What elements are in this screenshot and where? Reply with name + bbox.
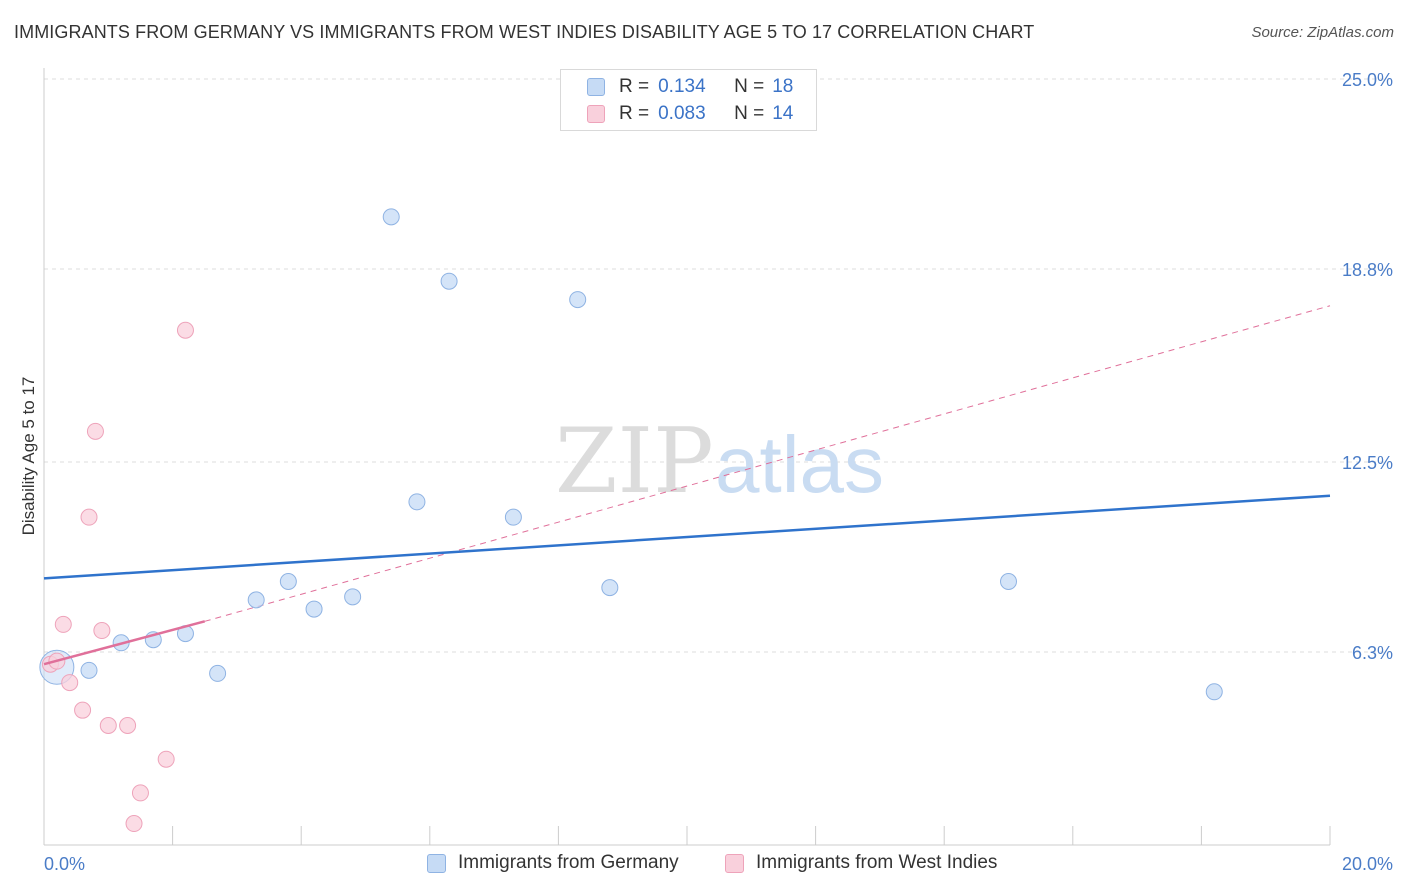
germany-point	[1205, 683, 1223, 701]
x-tick-label: 20.0%	[1342, 854, 1393, 874]
legend-r-label: R =	[619, 103, 650, 124]
westindies-point	[80, 508, 98, 526]
legend-row-westindies: R = 0.083 N = 14	[587, 102, 793, 126]
legend-n-label: N =	[734, 103, 765, 124]
germany-point	[1000, 572, 1017, 590]
trend-lines	[43, 305, 1331, 622]
watermark-atlas: atlas	[715, 420, 884, 509]
westindies-point	[176, 321, 194, 339]
data-points	[39, 208, 1223, 833]
westindies-trend-line	[43, 620, 206, 666]
y-tick-labels: 6.3% 12.5% 18.8% 25.0%	[1342, 70, 1393, 663]
legend-item-germany[interactable]: Immigrants from Germany	[427, 852, 679, 874]
westindies-point	[131, 784, 149, 802]
westindies-point	[125, 815, 143, 833]
westindies-point	[86, 422, 104, 440]
westindies-point	[54, 615, 72, 633]
germany-point	[601, 579, 619, 597]
germany-point	[209, 664, 227, 682]
westindies-legend-label: Immigrants from West Indies	[756, 852, 998, 873]
westindies-point	[93, 622, 111, 640]
watermark: ZIP atlas	[555, 409, 884, 514]
westindies-trend-extension	[204, 305, 1331, 622]
y-axis-label: Disability Age 5 to 17	[19, 377, 38, 536]
legend-r-label: R =	[619, 76, 650, 97]
germany-legend-label: Immigrants from Germany	[458, 852, 679, 873]
westindies-r-value: 0.083	[658, 103, 706, 124]
germany-point	[408, 493, 426, 511]
x-tick-labels: 0.0% 20.0%	[44, 854, 1393, 874]
germany-point	[80, 661, 98, 679]
germany-trend-line	[43, 494, 1331, 580]
germany-swatch	[587, 78, 605, 96]
germany-point	[279, 572, 297, 590]
grid-layer	[44, 78, 1390, 845]
y-tick-label: 25.0%	[1342, 70, 1393, 90]
westindies-legend-swatch	[725, 853, 744, 873]
germany-r-value: 0.134	[658, 76, 706, 97]
legend-row-germany: R = 0.134 N = 18	[587, 75, 793, 99]
westindies-point	[157, 750, 175, 768]
westindies-point	[74, 701, 92, 719]
germany-legend-swatch	[427, 853, 446, 873]
germany-point	[305, 600, 323, 618]
germany-point	[382, 208, 400, 226]
germany-point	[440, 272, 458, 290]
axis-layer	[43, 68, 1330, 846]
germany-n-value: 18	[772, 76, 794, 97]
chart-title: IMMIGRANTS FROM GERMANY VS IMMIGRANTS FR…	[14, 22, 1035, 42]
legend-item-westindies[interactable]: Immigrants from West Indies	[725, 852, 997, 874]
legend-n-label: N =	[734, 76, 765, 97]
westindies-point	[61, 674, 79, 692]
germany-point	[569, 291, 587, 309]
germany-point	[344, 588, 362, 606]
watermark-zip: ZIP	[555, 409, 714, 514]
chart-source: Source: ZipAtlas.com	[1251, 24, 1394, 41]
y-tick-label: 18.8%	[1342, 260, 1393, 280]
westindies-point	[99, 717, 117, 735]
y-tick-label: 12.5%	[1342, 453, 1393, 473]
correlation-legend: R = 0.134 N = 18 R = 0.083 N = 14	[560, 69, 817, 131]
germany-point	[247, 591, 265, 609]
germany-point	[504, 508, 522, 526]
y-tick-label: 6.3%	[1352, 643, 1393, 663]
westindies-point	[119, 717, 137, 735]
westindies-n-value: 14	[772, 103, 794, 124]
westindies-swatch	[587, 105, 605, 123]
x-tick-label: 0.0%	[44, 854, 85, 874]
